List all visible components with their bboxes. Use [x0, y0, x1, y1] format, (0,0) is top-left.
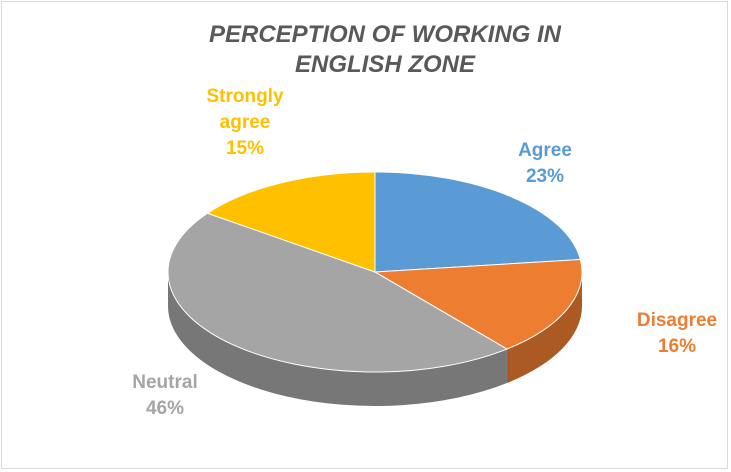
slice — [374, 171, 582, 273]
data-label: Agree 23% — [490, 138, 600, 190]
category-name: Disagree — [636, 310, 718, 331]
category-name: Neutral — [132, 372, 198, 393]
slice — [206, 171, 376, 273]
slice-side — [168, 272, 507, 406]
slice-side — [506, 272, 582, 384]
data-label: Strongly agree 15% — [180, 84, 310, 162]
value-label: 16% — [657, 336, 697, 357]
value-label: 46% — [145, 398, 185, 419]
slice — [167, 212, 509, 373]
data-label: Disagree 16% — [622, 308, 731, 360]
slice — [373, 258, 583, 350]
category-name: Agree — [518, 140, 572, 161]
category-name: Strongly agree — [206, 86, 284, 133]
chart-title: PERCEPTION OF WORKING IN ENGLISH ZONE — [208, 21, 561, 78]
value-label: 15% — [225, 138, 265, 159]
value-label: 23% — [525, 166, 565, 187]
data-label: Neutral 46% — [100, 370, 230, 422]
